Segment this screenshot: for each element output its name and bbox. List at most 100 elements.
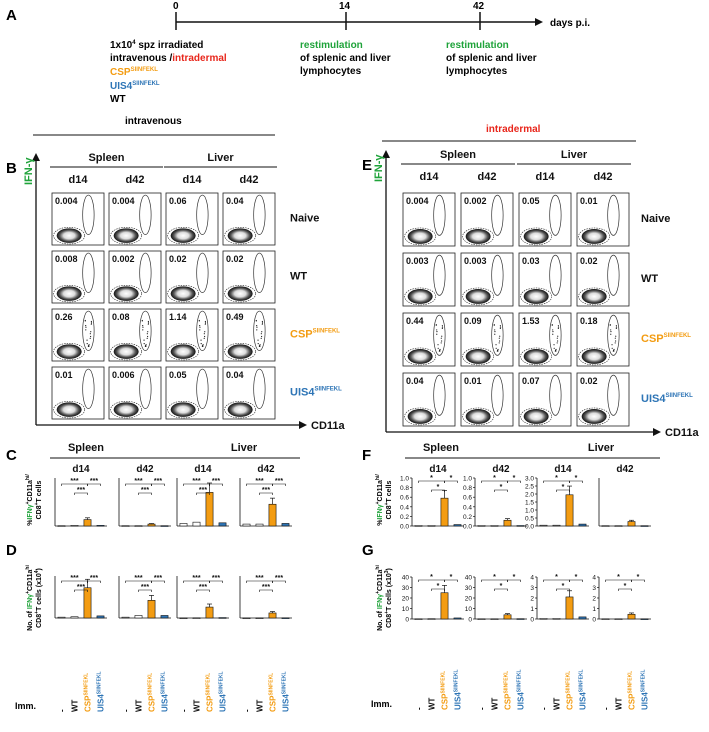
bar-naive bbox=[539, 618, 548, 620]
bar-uis4 bbox=[96, 525, 105, 527]
timeline-day-0: 0 bbox=[173, 1, 179, 12]
facs-density bbox=[56, 286, 82, 301]
bar-chart-F-spleen-d42: 0.0 0.2 0.4 0.6 0.8 1.0 * * * bbox=[463, 475, 527, 531]
facs-density bbox=[227, 228, 253, 243]
facs-cell: 0.44 bbox=[402, 312, 456, 367]
facs-x-label: CD11a bbox=[311, 420, 346, 432]
bar-uis4 bbox=[453, 524, 462, 527]
x-category-label: UIS4SIINFEKL bbox=[161, 671, 170, 712]
x-category-label: - bbox=[602, 707, 611, 710]
facs-event bbox=[499, 327, 501, 330]
facs-event bbox=[554, 349, 557, 351]
bar-uis4 bbox=[218, 522, 227, 527]
significance-bracket bbox=[556, 588, 570, 591]
facs-event bbox=[204, 322, 207, 324]
facs-cell: 0.04 bbox=[222, 366, 276, 420]
facs-cell: 0.09 bbox=[460, 312, 514, 367]
facs-gate bbox=[491, 194, 504, 236]
bar-naive bbox=[179, 523, 188, 527]
facs-gate bbox=[433, 374, 446, 416]
bar-day-header: d14 bbox=[554, 464, 572, 475]
bar-chart-D-liver-d42: *** *** *** bbox=[239, 575, 292, 620]
route-header-left: intravenous bbox=[125, 116, 182, 127]
facs-cell: 0.01 bbox=[51, 366, 105, 420]
facs-cell: 1.14 bbox=[165, 308, 219, 362]
facs-event bbox=[556, 342, 558, 344]
significance-bracket bbox=[259, 492, 273, 495]
significance-marker: * bbox=[617, 574, 620, 581]
significance-bracket bbox=[431, 588, 445, 591]
bar-wt bbox=[192, 617, 201, 619]
bar-uis4 bbox=[281, 523, 290, 527]
x-category-label: WT bbox=[71, 699, 80, 712]
bar-naive bbox=[57, 616, 66, 619]
bar-wt bbox=[70, 616, 79, 619]
facs-gate bbox=[253, 310, 266, 351]
facs-density-edge bbox=[462, 407, 495, 426]
bar-organ-header-spleen: Spleen bbox=[423, 442, 459, 454]
x-category-label: WT bbox=[256, 699, 265, 712]
facs-gate-percent: 0.02 bbox=[169, 254, 187, 264]
facs-gate-percent: 0.04 bbox=[226, 370, 244, 380]
facs-cell: 0.18 bbox=[576, 312, 630, 367]
bar-uis4 bbox=[160, 525, 169, 527]
bar-chart-F-spleen-d14: 0.0 0.2 0.4 0.6 0.8 1.0 * * * bbox=[400, 475, 464, 531]
facs-event bbox=[200, 339, 202, 341]
facs-gate bbox=[549, 194, 562, 236]
facs-event bbox=[87, 344, 90, 347]
bar-uis4 bbox=[640, 618, 649, 620]
bar-wt bbox=[192, 521, 201, 527]
facs-density bbox=[227, 344, 253, 359]
significance-marker: * bbox=[430, 475, 433, 482]
facs-cell: 0.04 bbox=[222, 192, 276, 246]
bar-day-header: d42 bbox=[136, 464, 154, 475]
facs-event bbox=[436, 330, 438, 333]
significance-marker: * bbox=[450, 475, 453, 482]
facs-event bbox=[84, 319, 86, 322]
y-tick-label: 1.0 bbox=[525, 508, 534, 515]
bar-chart-C-liver-d14: *** *** *** bbox=[176, 478, 229, 527]
facs-event bbox=[609, 324, 611, 326]
significance-marker: *** bbox=[90, 478, 98, 485]
facs-density-edge bbox=[53, 285, 86, 303]
facs-event bbox=[261, 331, 263, 333]
facs-event bbox=[440, 342, 442, 344]
y-tick-label: 3 bbox=[530, 585, 534, 592]
facs-x-label: CD11a bbox=[665, 427, 700, 439]
imm-label-left: Imm. bbox=[15, 701, 36, 711]
facs-density bbox=[407, 409, 433, 424]
facs-cell: 0.003 bbox=[402, 252, 456, 307]
x-category-label: - bbox=[243, 709, 252, 712]
day-header-d14: d14 bbox=[69, 174, 89, 186]
facs-density-edge bbox=[520, 347, 553, 366]
facs-gate bbox=[491, 254, 504, 296]
facs-event bbox=[257, 339, 259, 341]
facs-event bbox=[256, 326, 258, 328]
facs-cell: 0.02 bbox=[165, 250, 219, 304]
y-tick-label: 2.5 bbox=[525, 484, 534, 491]
significance-marker: *** bbox=[199, 487, 207, 494]
significance-bracket bbox=[209, 580, 223, 583]
facs-event bbox=[441, 335, 443, 337]
facs-density bbox=[170, 228, 196, 243]
significance-marker: * bbox=[430, 574, 433, 581]
facs-gate-percent: 0.05 bbox=[522, 196, 540, 206]
facs-density-edge bbox=[578, 287, 611, 306]
facs-density-edge bbox=[578, 407, 611, 426]
x-category-label: - bbox=[540, 707, 549, 710]
facs-gate-percent: 0.008 bbox=[55, 254, 78, 264]
facs-event bbox=[198, 319, 200, 322]
facs-event bbox=[261, 322, 264, 324]
organ-header-liver: Liver bbox=[207, 152, 234, 164]
bar-naive bbox=[539, 524, 548, 527]
row-label-csp: CSPSIINFEKL bbox=[641, 333, 691, 345]
facs-event bbox=[611, 344, 613, 346]
facs-density-edge bbox=[53, 343, 86, 361]
bar-organ-header-spleen: Spleen bbox=[68, 442, 104, 454]
bar-naive bbox=[57, 525, 66, 527]
facs-gate-percent: 0.08 bbox=[112, 312, 130, 322]
facs-density-edge bbox=[404, 227, 437, 246]
restim-42-title: restimulation bbox=[446, 40, 509, 51]
x-category-label: UIS4SIINFEKL bbox=[641, 669, 650, 710]
facs-density bbox=[170, 344, 196, 359]
